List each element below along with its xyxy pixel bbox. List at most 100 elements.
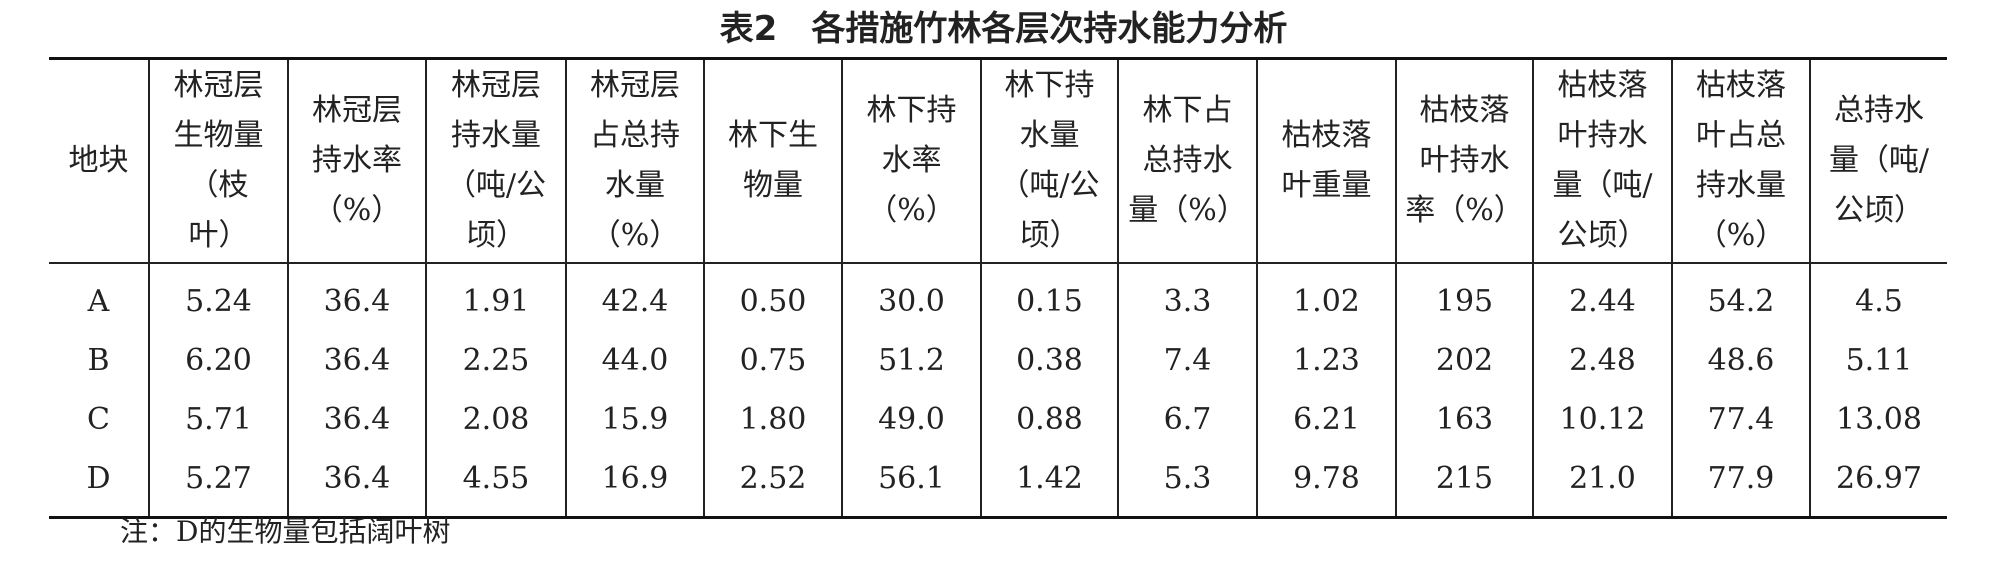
table-cell: 49.0	[841, 390, 981, 449]
header-line: 率（%）	[1405, 193, 1524, 228]
table-cell: 77.4	[1671, 390, 1810, 449]
table-cell: 0.50	[703, 263, 842, 331]
table-cell: 9.78	[1256, 449, 1396, 518]
column-header: 枯枝落 叶重量	[1256, 58, 1396, 263]
table-cell: 2.25	[425, 331, 566, 390]
table-row: B 6.20 36.4 2.25 44.0 0.75 51.2 0.38 7.4 1.23 202 2…	[49, 331, 1947, 390]
header-line: 水量	[605, 168, 665, 203]
header-line: 水量	[1019, 118, 1080, 153]
header-line: 枯枝落	[1696, 68, 1786, 103]
table-cell: B	[87, 343, 110, 378]
data-table: 地块 林冠层 生物量 （枝 叶） 林冠层 持水率 （%） 林冠层 持水量 （吨/公 顷） 林冠层 占总持水…	[49, 57, 1947, 519]
header-line: 林下占	[1142, 93, 1233, 128]
table-cell: 54.2	[1671, 263, 1810, 331]
column-header: 总持水 量（吨/公顷）	[1809, 58, 1947, 263]
table-cell: 44.0	[565, 331, 704, 390]
table-cell: 42.4	[565, 263, 704, 331]
table-cell: 215	[1395, 449, 1533, 518]
table-cell: 36.4	[287, 449, 426, 518]
table-cell: 1.80	[703, 390, 842, 449]
header-line: 枯枝落	[1281, 118, 1372, 153]
header-line: 物量	[743, 168, 803, 203]
table-cell: 202	[1395, 331, 1533, 390]
table-cell: 56.1	[841, 449, 981, 518]
header-line: 林冠层	[173, 68, 264, 103]
header-line: （吨/公	[999, 168, 1100, 203]
table-cell: 2.52	[703, 449, 842, 518]
table-cell: A	[87, 284, 110, 319]
header-line: 叶占总	[1696, 118, 1786, 153]
table-cell: 6.21	[1256, 390, 1396, 449]
table-cell: 2.44	[1532, 263, 1672, 331]
table-cell: 1.02	[1256, 263, 1396, 331]
header-line: 总持水	[1142, 143, 1233, 178]
table-header: 地块 林冠层 生物量 （枝 叶） 林冠层 持水率 （%） 林冠层 持水量 （吨/公 顷） 林冠层 占总持水…	[49, 58, 1947, 263]
table-cell: 10.12	[1532, 390, 1672, 449]
column-header: 林下生 物量	[703, 58, 842, 263]
column-header: 林下持水量 （吨/公顷）	[980, 58, 1118, 263]
table-cell: 26.97	[1809, 449, 1947, 518]
table-cell: 0.75	[703, 331, 842, 390]
header-line: （%）	[1696, 218, 1786, 253]
table-cell: 5.71	[148, 390, 288, 449]
table-cell: 0.38	[980, 331, 1118, 390]
table-cell: C	[87, 402, 110, 437]
table-cell: 36.4	[287, 331, 426, 390]
header-line: 顷）	[466, 218, 526, 253]
table-cell: 48.6	[1671, 331, 1810, 390]
header-line: 枯枝落	[1557, 68, 1648, 103]
table-cell: 195	[1395, 263, 1533, 331]
column-header: 枯枝落 叶持水 率（%）	[1395, 58, 1533, 263]
header-line: 林冠层	[451, 68, 541, 103]
column-header: 林下占 总持水 量（%）	[1117, 58, 1257, 263]
table-cell: D	[86, 461, 111, 496]
header-line: 林下持	[1004, 68, 1095, 103]
column-header: 林冠层 持水率 （%）	[287, 58, 426, 263]
column-header: 枯枝落 叶占总 持水量 （%）	[1671, 58, 1810, 263]
table-cell: 163	[1395, 390, 1533, 449]
table-cell: 30.0	[841, 263, 981, 331]
table-cell: 2.48	[1532, 331, 1672, 390]
table-cell: 0.15	[980, 263, 1118, 331]
table-cell: 1.91	[425, 263, 566, 331]
table-cell: 77.9	[1671, 449, 1810, 518]
table-cell: 1.42	[980, 449, 1118, 518]
table-cell: 5.27	[148, 449, 288, 518]
table-cell: 0.88	[980, 390, 1118, 449]
table-cell: 21.0	[1532, 449, 1672, 518]
header-line: 量（吨/	[1828, 143, 1930, 178]
header-line: 林下生	[728, 118, 818, 153]
column-header: 枯枝落 叶持水 量（吨/公顷）	[1532, 58, 1672, 263]
column-header: 林冠层持水量 （吨/公顷）	[425, 58, 566, 263]
header-line: 枯枝落	[1419, 93, 1510, 128]
header-line: 持水量	[451, 118, 541, 153]
header-line: 公顷）	[1557, 218, 1648, 253]
table-cell: 36.4	[287, 390, 426, 449]
table-cell: 36.4	[287, 263, 426, 331]
header-line: 林冠层	[312, 93, 402, 128]
header-line: （吨/公	[445, 168, 547, 203]
header-line: 顷）	[1019, 218, 1080, 253]
header-row: 地块 林冠层 生物量 （枝 叶） 林冠层 持水率 （%） 林冠层 持水量 （吨/公 顷） 林冠层 占总持水…	[49, 58, 1947, 263]
table-cell: 6.7	[1117, 390, 1257, 449]
table-cell: 5.3	[1117, 449, 1257, 518]
header-line: 林下持	[866, 93, 957, 128]
header-line: 量（吨/	[1552, 168, 1653, 203]
table-cell: 2.08	[425, 390, 566, 449]
header-line: 公顷）	[1834, 193, 1924, 228]
table-cell: 4.55	[425, 449, 566, 518]
table-cell: 7.4	[1117, 331, 1257, 390]
header-line: （枝	[188, 168, 249, 203]
header-line: 持水率	[312, 143, 402, 178]
table-cell: 13.08	[1809, 390, 1947, 449]
table-cell: 5.24	[148, 263, 288, 331]
table-cell: 3.3	[1117, 263, 1257, 331]
table-cell: 6.20	[148, 331, 288, 390]
table-note: 注：D的生物量包括阔叶树	[120, 515, 451, 548]
header-line: 地块	[68, 143, 129, 178]
column-header: 林冠层 占总持 水量 （%）	[565, 58, 704, 263]
table-cell: 15.9	[565, 390, 704, 449]
header-line: 叶）	[188, 218, 249, 253]
table-cell: 4.5	[1809, 263, 1947, 331]
